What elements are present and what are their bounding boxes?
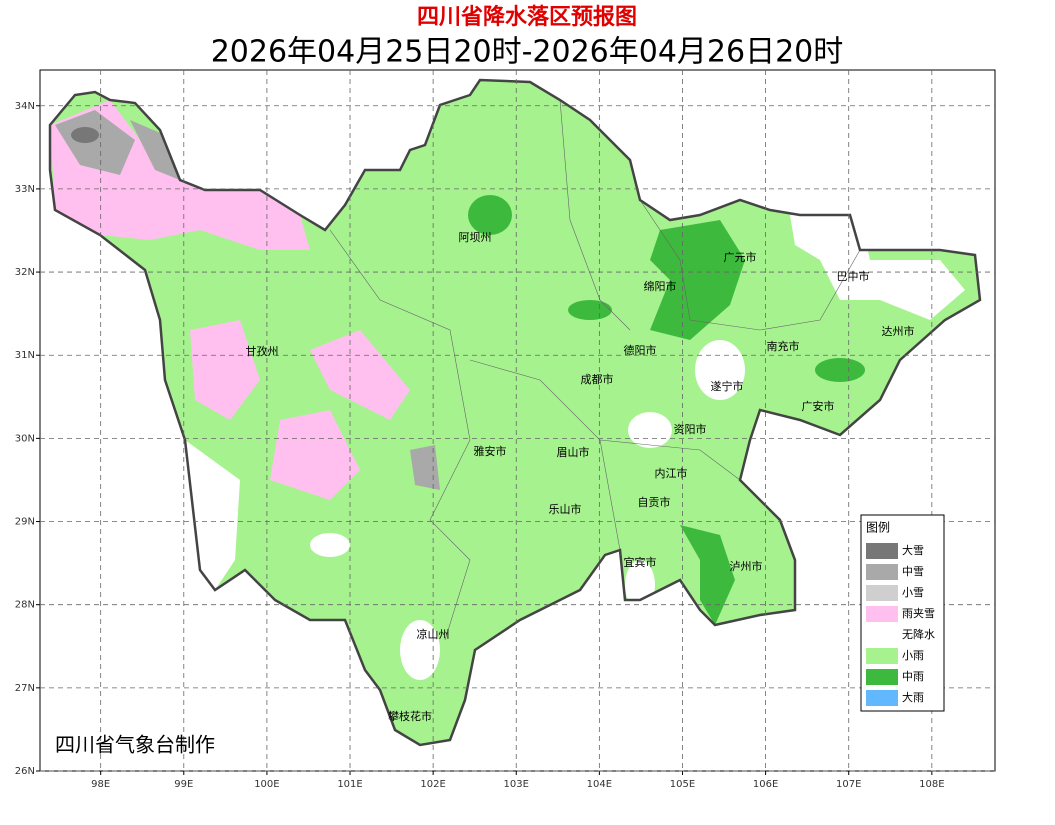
city-label: 达州市 [882, 324, 915, 338]
sleet-area [270, 410, 360, 500]
city-label: 泸州市 [730, 559, 763, 573]
city-label: 绵阳市 [644, 279, 677, 293]
title: 四川省降水落区预报图 [417, 5, 637, 30]
moderate-rain-area [815, 358, 865, 382]
legend-label: 小雪 [902, 586, 924, 599]
city-label: 成都市 [581, 372, 614, 386]
moderate-rain-area [468, 195, 512, 235]
legend-swatch [866, 585, 898, 601]
city-label: 宜宾市 [624, 555, 657, 569]
moderate-rain-area [680, 525, 735, 625]
city-label: 自贡市 [638, 495, 671, 509]
city-label: 眉山市 [557, 445, 590, 459]
no-rain-area [310, 533, 350, 557]
legend-label: 无降水 [902, 627, 935, 641]
y-tick-label: 30N [15, 433, 35, 444]
city-label: 广安市 [802, 399, 835, 413]
y-tick-label: 27N [15, 683, 35, 694]
no-rain-area [790, 215, 965, 320]
legend-label: 中雨 [902, 670, 924, 683]
heavy-snow-area [71, 127, 99, 143]
legend-swatch [866, 648, 898, 664]
x-tick-label: 105E [670, 779, 695, 790]
sleet-area [310, 330, 410, 420]
moderate-snow-area [55, 110, 135, 175]
x-tick-label: 108E [919, 779, 944, 790]
city-label: 攀枝花市 [388, 709, 432, 723]
legend-swatch [866, 690, 898, 706]
city-label: 乐山市 [549, 502, 582, 516]
y-tick-label: 33N [15, 184, 35, 195]
x-tick-label: 98E [91, 779, 110, 790]
y-tick-label: 34N [15, 101, 35, 112]
y-tick-label: 31N [15, 350, 35, 361]
city-labels: 阿坝州 广元市 巴中市 绵阳市 达州市 甘孜州 德阳市 南充市 成都市 遂宁市 … [246, 230, 915, 723]
sleet-area [190, 320, 260, 420]
no-rain-area [628, 412, 672, 448]
legend-title: 图例 [866, 521, 890, 535]
x-tick-label: 106E [753, 779, 778, 790]
y-tick-label: 32N [15, 267, 35, 278]
moderate-snow-area [130, 120, 180, 180]
city-label: 雅安市 [474, 444, 507, 458]
city-label: 德阳市 [624, 343, 657, 357]
x-tick-label: 107E [836, 779, 861, 790]
x-tick-label: 100E [254, 779, 279, 790]
legend-swatch [866, 669, 898, 685]
city-label: 广元市 [724, 250, 757, 264]
city-label: 资阳市 [674, 422, 707, 436]
x-tick-label: 104E [587, 779, 612, 790]
legend-label: 大雪 [902, 543, 924, 557]
legend-swatch [866, 564, 898, 580]
legend-label: 雨夹雪 [902, 607, 935, 620]
moderate-rain-area [650, 220, 745, 340]
legend-label: 大雨 [902, 690, 924, 704]
y-tick-label: 29N [15, 517, 35, 528]
city-label: 凉山州 [417, 627, 450, 641]
city-label: 南充市 [767, 339, 800, 353]
legend-swatch [866, 543, 898, 559]
y-tick-label: 28N [15, 600, 35, 611]
city-label: 内江市 [655, 466, 688, 480]
legend-label: 小雨 [902, 649, 924, 662]
x-tick-label: 101E [337, 779, 362, 790]
moderate-snow-area [410, 445, 440, 490]
moderate-rain-area [568, 300, 612, 320]
x-tick-label: 103E [504, 779, 529, 790]
city-label: 遂宁市 [711, 379, 744, 393]
city-borders [329, 99, 861, 641]
x-tick-label: 99E [174, 779, 193, 790]
subtitle: 2026年04月25日20时-2026年04月26日20时 [211, 35, 844, 70]
graticule: 98E 99E 100E 101E 102E 103E 104E 105E 106E 107E 10… [15, 70, 995, 790]
city-label: 巴中市 [837, 269, 870, 283]
y-tick-label: 26N [15, 766, 35, 777]
city-label: 阿坝州 [459, 230, 492, 244]
legend-swatch [866, 606, 898, 622]
city-label: 甘孜州 [246, 344, 279, 358]
legend-label: 中雪 [902, 565, 924, 578]
legend-swatch [866, 627, 898, 643]
no-rain-area [400, 620, 440, 680]
x-tick-label: 102E [420, 779, 445, 790]
footer: 四川省气象台制作 [55, 733, 215, 757]
